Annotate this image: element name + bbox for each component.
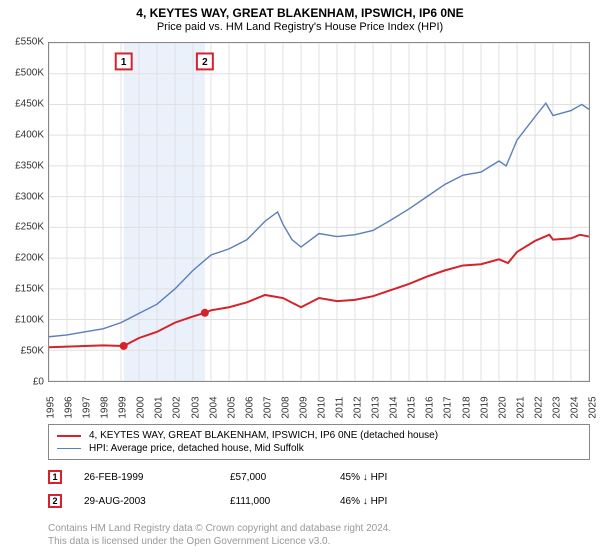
- x-tick-label: 2009: [299, 396, 310, 418]
- x-tick-label: 2017: [443, 396, 454, 418]
- legend: 4, KEYTES WAY, GREAT BLAKENHAM, IPSWICH,…: [48, 424, 590, 460]
- sale-date: 29-AUG-2003: [84, 496, 230, 507]
- y-tick-label: £100K: [0, 315, 44, 326]
- x-tick-label: 2004: [208, 396, 219, 418]
- x-tick-label: 1998: [100, 396, 111, 418]
- y-tick-label: £350K: [0, 160, 44, 171]
- legend-label-1: 4, KEYTES WAY, GREAT BLAKENHAM, IPSWICH,…: [89, 430, 438, 441]
- legend-row: HPI: Average price, detached house, Mid …: [57, 442, 581, 455]
- chart-title: 4, KEYTES WAY, GREAT BLAKENHAM, IPSWICH,…: [0, 0, 600, 20]
- x-tick-label: 2018: [461, 396, 472, 418]
- x-tick-label: 2010: [317, 396, 328, 418]
- x-tick-label: 2000: [136, 396, 147, 418]
- sale-price: £111,000: [230, 496, 340, 507]
- x-tick-label: 2013: [371, 396, 382, 418]
- legend-swatch-1: [57, 435, 81, 437]
- y-tick-label: £250K: [0, 222, 44, 233]
- y-tick-label: £200K: [0, 253, 44, 264]
- footnote-line-2: This data is licensed under the Open Gov…: [48, 535, 590, 548]
- chart-container: 4, KEYTES WAY, GREAT BLAKENHAM, IPSWICH,…: [0, 0, 600, 560]
- sale-marker-icon: 2: [48, 494, 62, 508]
- sale-hpi: 45% ↓ HPI: [340, 472, 440, 483]
- x-tick-label: 2022: [533, 396, 544, 418]
- y-tick-label: £500K: [0, 67, 44, 78]
- x-tick-label: 2005: [226, 396, 237, 418]
- x-tick-label: 2016: [425, 396, 436, 418]
- sale-marker-id-2: 2: [202, 57, 208, 68]
- x-tick-label: 2007: [262, 396, 273, 418]
- sale-row: 2 29-AUG-2003£111,00046% ↓ HPI: [48, 490, 590, 514]
- sale-point-2: [201, 309, 209, 317]
- x-tick-label: 2014: [389, 396, 400, 418]
- legend-swatch-2: [57, 448, 81, 449]
- y-tick-label: £0: [0, 377, 44, 388]
- x-tick-label: 2002: [172, 396, 183, 418]
- x-tick-label: 2024: [570, 396, 581, 418]
- x-tick-label: 2008: [280, 396, 291, 418]
- y-tick-label: £150K: [0, 284, 44, 295]
- x-tick-label: 2019: [479, 396, 490, 418]
- footnote: Contains HM Land Registry data © Crown c…: [48, 522, 590, 548]
- sale-marker-id-1: 1: [121, 57, 127, 68]
- chart-subtitle: Price paid vs. HM Land Registry's House …: [0, 20, 600, 37]
- legend-label-2: HPI: Average price, detached house, Mid …: [89, 443, 304, 454]
- x-tick-label: 2025: [588, 396, 599, 418]
- plot-svg: 12: [48, 42, 590, 382]
- x-tick-label: 2020: [497, 396, 508, 418]
- x-tick-label: 2006: [244, 396, 255, 418]
- sales-list: 1 26-FEB-1999£57,00045% ↓ HPI 2 29-AUG-2003…: [48, 466, 590, 514]
- x-tick-label: 1999: [118, 396, 129, 418]
- y-tick-label: £400K: [0, 129, 44, 140]
- x-tick-label: 2003: [190, 396, 201, 418]
- y-tick-label: £550K: [0, 37, 44, 48]
- x-tick-label: 2012: [353, 396, 364, 418]
- sale-point-1: [120, 342, 128, 350]
- plot-area: 12 £0£50K£100K£150K£200K£250K£300K£350K£…: [48, 42, 590, 382]
- sale-row: 1 26-FEB-1999£57,00045% ↓ HPI: [48, 466, 590, 490]
- sale-date: 26-FEB-1999: [84, 472, 230, 483]
- x-tick-label: 2023: [551, 396, 562, 418]
- footnote-line-1: Contains HM Land Registry data © Crown c…: [48, 522, 590, 535]
- x-tick-label: 1997: [82, 396, 93, 418]
- y-tick-label: £300K: [0, 191, 44, 202]
- x-tick-label: 2011: [334, 397, 345, 419]
- x-tick-label: 1995: [46, 396, 57, 418]
- sale-hpi: 46% ↓ HPI: [340, 496, 440, 507]
- x-tick-label: 2021: [515, 396, 526, 418]
- y-tick-label: £50K: [0, 346, 44, 357]
- legend-row: 4, KEYTES WAY, GREAT BLAKENHAM, IPSWICH,…: [57, 429, 581, 442]
- y-tick-label: £450K: [0, 98, 44, 109]
- sale-marker-icon: 1: [48, 470, 62, 484]
- x-tick-label: 2015: [407, 396, 418, 418]
- x-tick-label: 1996: [64, 396, 75, 418]
- x-tick-label: 2001: [154, 396, 165, 418]
- sale-price: £57,000: [230, 472, 340, 483]
